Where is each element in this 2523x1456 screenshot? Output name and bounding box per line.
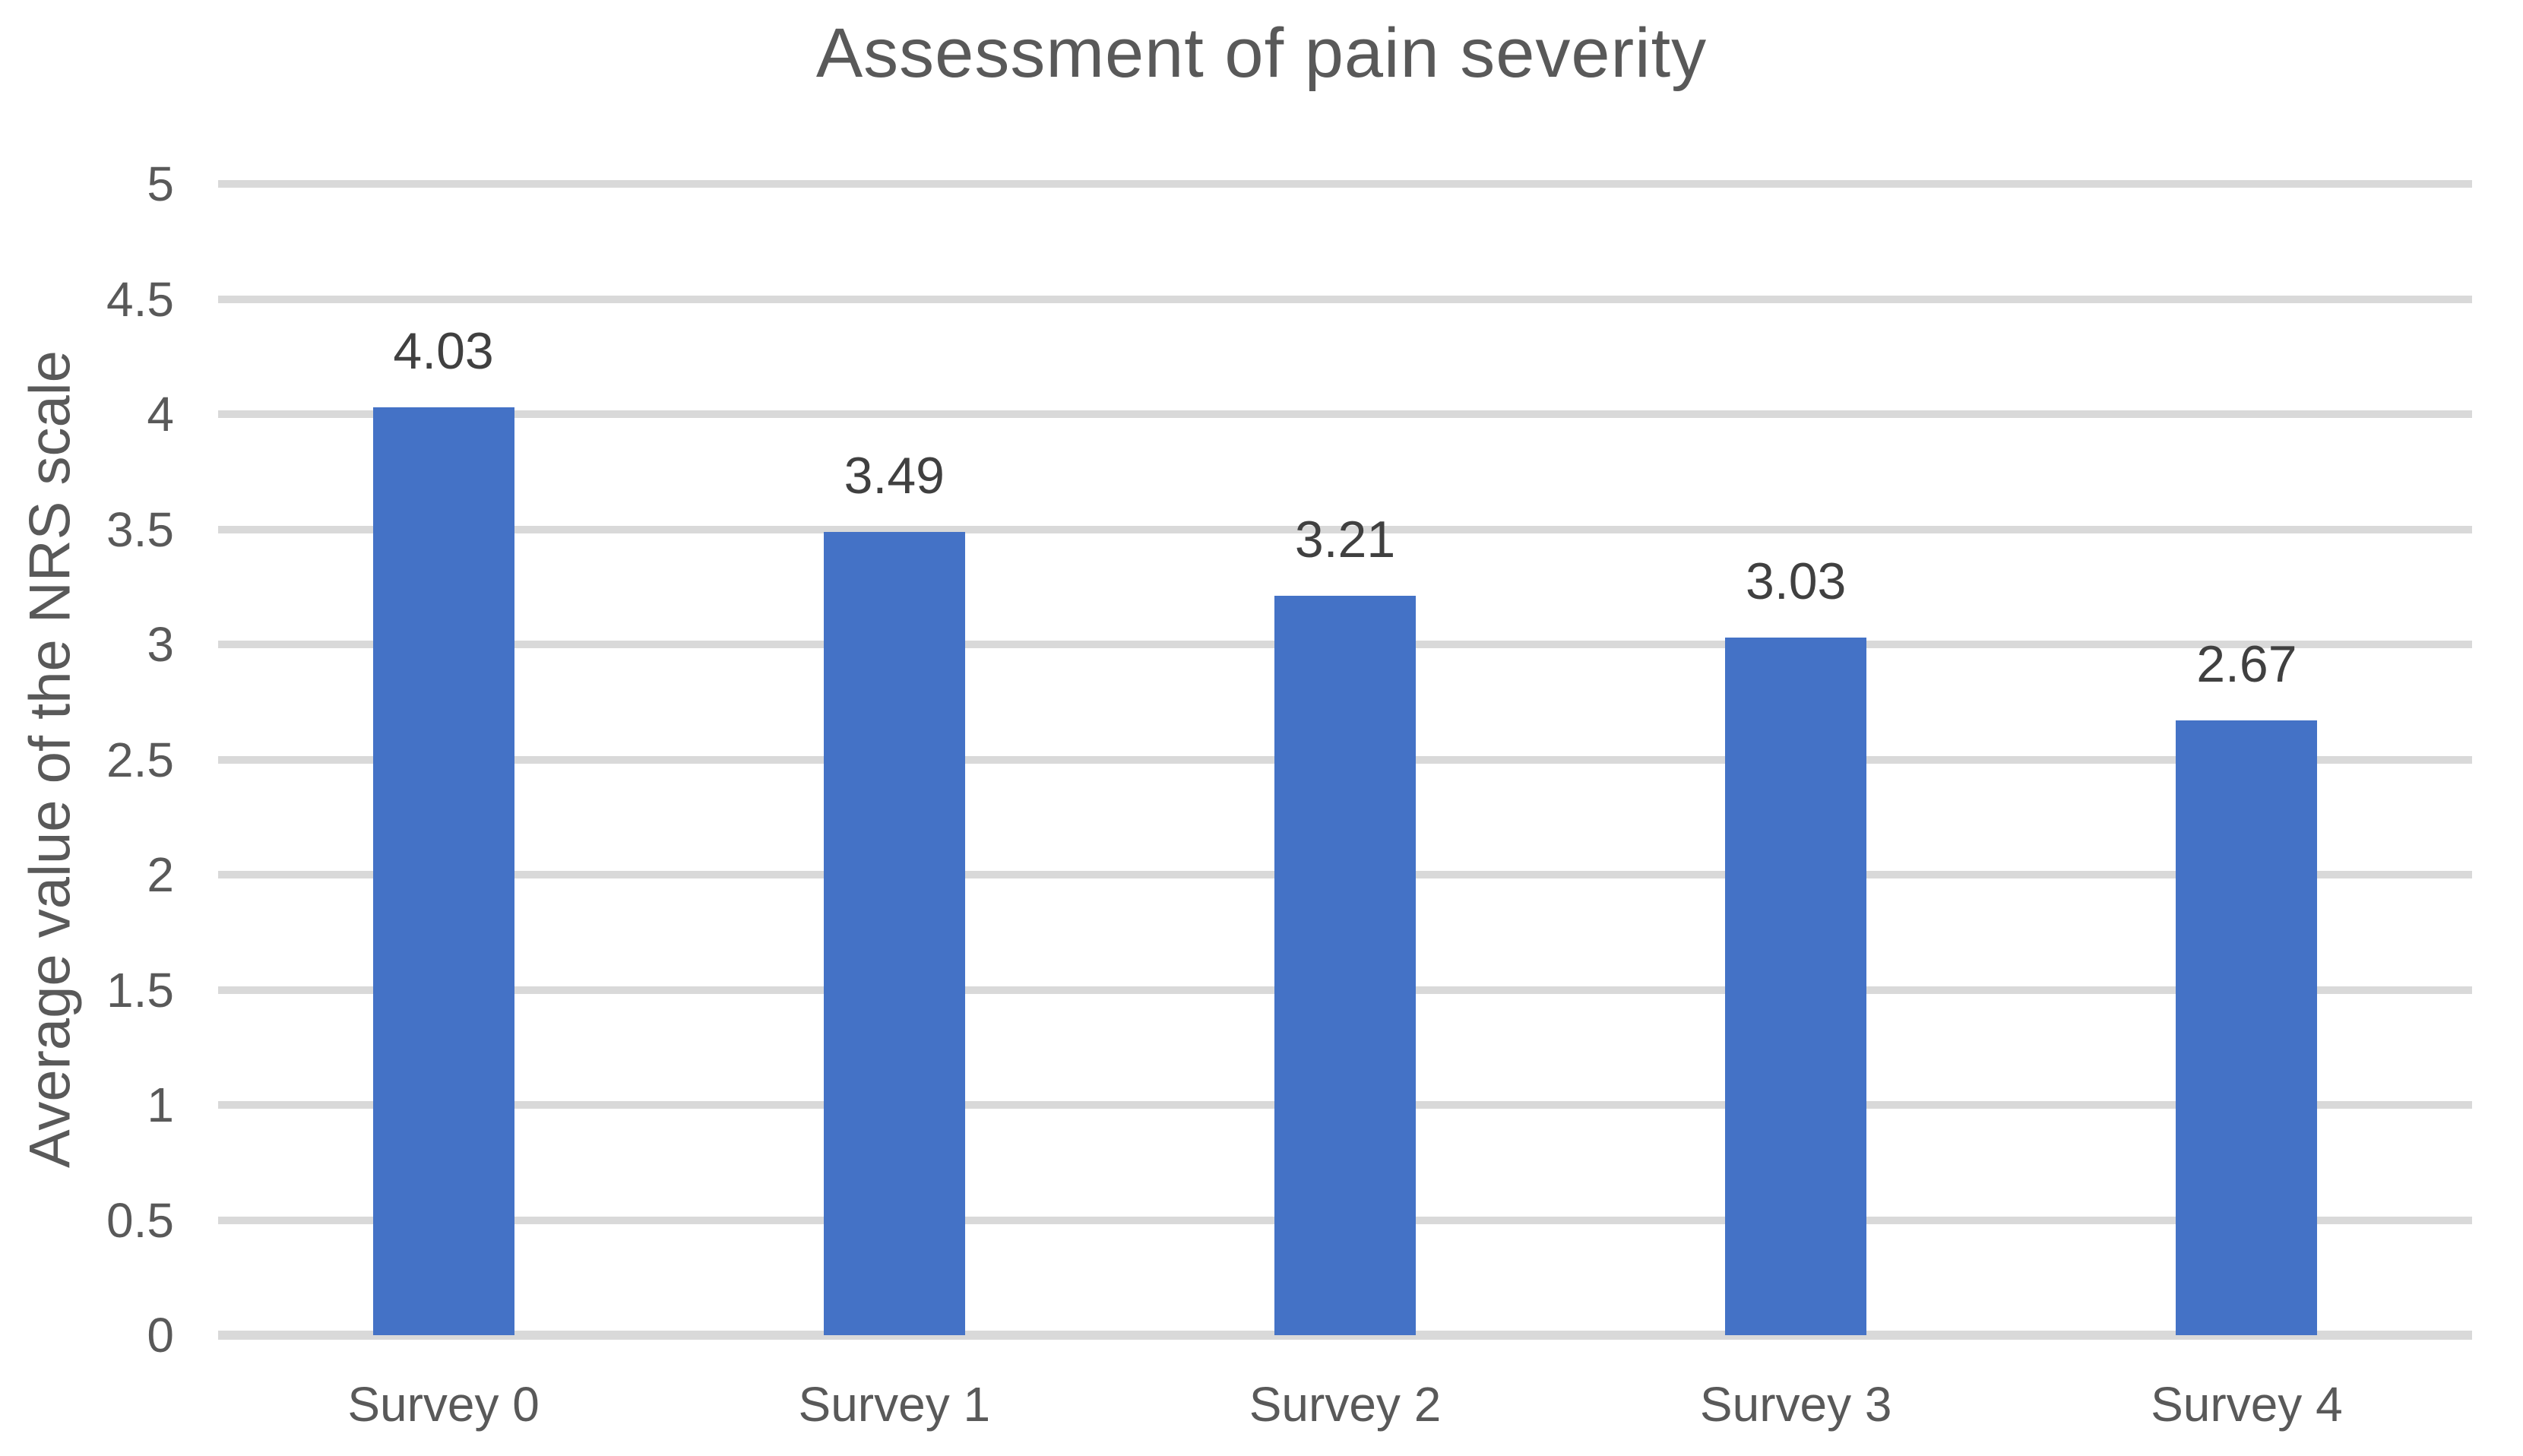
x-tick-label: Survey 2 [1249,1377,1442,1432]
bar-value-label: 3.49 [844,446,945,505]
x-tick-label: Survey 3 [1699,1377,1892,1432]
x-tick-label: Survey 0 [347,1377,540,1432]
bar [1725,637,1867,1335]
x-tick-label: Survey 4 [2151,1377,2343,1432]
y-tick-label: 2.5 [106,732,174,787]
bar [372,407,514,1335]
bar [2176,720,2318,1335]
bar-value-label: 3.21 [1294,511,1396,569]
y-tick-label: 1.5 [106,962,174,1018]
y-tick-label: 4 [147,387,174,442]
bar [1274,596,1416,1335]
x-axis-baseline [218,1331,2472,1340]
gridline [218,295,2472,303]
x-tick-label: Survey 1 [798,1377,991,1432]
y-tick-label: 3.5 [106,502,174,557]
y-tick-label: 0 [147,1308,174,1363]
bar-value-label: 2.67 [2196,635,2297,693]
gridline [218,525,2472,533]
bar-value-label: 3.03 [1746,552,1847,610]
y-tick-label: 0.5 [106,1192,174,1248]
chart-title: Assessment of pain severity [815,14,1708,92]
y-tick-label: 3 [147,617,174,672]
gridline [218,180,2472,188]
y-tick-label: 1 [147,1078,174,1132]
plot-area: 5 4.5 4 3.5 3 2.5 2 1.5 1 0.5 0 4.03 3.49 3.21 3.03 2.… [106,157,2472,1432]
bar [823,531,965,1335]
y-tick-label: 4.5 [106,271,174,327]
bar-value-label: 4.03 [393,321,494,380]
gridline [218,410,2472,418]
y-tick-label: 5 [147,157,174,211]
y-tick-label: 2 [147,847,174,902]
